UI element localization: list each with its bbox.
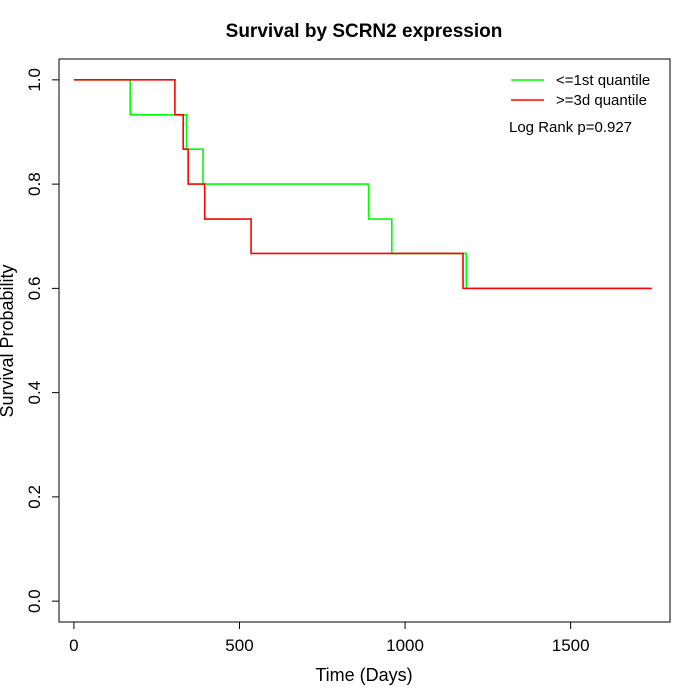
legend-label-2: >=3d quantile: [556, 92, 647, 109]
log-rank-annotation: Log Rank p=0.927: [509, 119, 632, 136]
legend-label-1: <=1st quantile: [556, 72, 650, 89]
y-axis: 0.0 0.2 0.4 0.6 0.8 1.0: [25, 68, 60, 613]
x-tick-label: 1500: [552, 636, 590, 655]
x-tick-label: 500: [225, 636, 253, 655]
plot-frame: [58, 58, 671, 623]
x-axis: 0 500 1000 1500: [69, 621, 590, 655]
chart-title: Survival by SCRN2 expression: [226, 21, 503, 42]
y-tick-label: 0.0: [25, 589, 44, 613]
series-line-1: [73, 79, 652, 290]
y-tick-label: 1.0: [25, 68, 44, 92]
x-tick-label: 0: [69, 636, 78, 655]
series-line-2: [73, 79, 652, 290]
y-tick-label: 0.6: [25, 277, 44, 301]
x-tick-label: 1000: [386, 636, 424, 655]
x-axis-label: Time (Days): [315, 665, 412, 685]
series-layer: [73, 79, 652, 290]
y-tick-label: 0.2: [25, 485, 44, 509]
y-tick-label: 0.4: [25, 381, 44, 405]
legend: <=1st quantile >=3d quantile: [511, 72, 650, 109]
y-tick-label: 0.8: [25, 172, 44, 196]
y-axis-label: Survival Probability: [0, 264, 17, 417]
